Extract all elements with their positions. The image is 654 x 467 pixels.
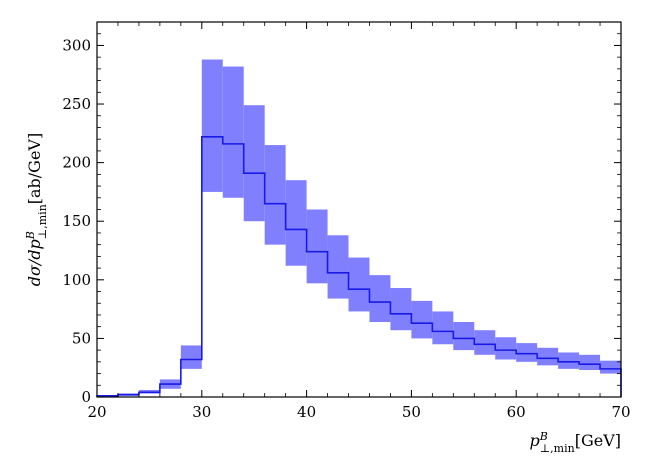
y-tick-label: 50 <box>72 329 91 347</box>
y-tick-label: 0 <box>81 388 91 406</box>
band-bin-6 <box>222 66 244 198</box>
band-bin-15 <box>411 300 433 339</box>
band-bin-17 <box>453 322 475 351</box>
y-tick-label: 300 <box>62 36 91 54</box>
band-bin-22 <box>558 352 580 369</box>
band-bin-19 <box>495 337 517 360</box>
axis-ticks: 20 30 40 50 60 70 0 50 100 150 200 250 300 <box>62 21 631 421</box>
band-bin-9 <box>285 180 307 266</box>
y-tick-label: 200 <box>62 154 91 172</box>
band-bin-4 <box>180 345 202 369</box>
band-bin-21 <box>537 347 559 366</box>
x-axis-label: pB ⊥,min[GeV] <box>529 430 621 455</box>
band-bin-20 <box>516 343 538 362</box>
x-tick-label: 20 <box>87 403 106 421</box>
x-tick-label: 40 <box>297 403 316 421</box>
band-bin-16 <box>432 311 454 345</box>
x-tick-label: 50 <box>402 403 421 421</box>
band-bin-14 <box>390 288 412 331</box>
y-tick-label: 250 <box>62 95 91 113</box>
x-tick-label: 60 <box>507 403 526 421</box>
band-bin-11 <box>327 235 349 299</box>
central-histogram <box>96 136 622 397</box>
band-bin-12 <box>348 257 370 312</box>
y-tick-label: 150 <box>62 212 91 230</box>
central-line <box>96 136 622 397</box>
uncertainty-band <box>97 59 621 397</box>
x-tick-label: 70 <box>611 403 630 421</box>
band-bin-18 <box>474 330 496 355</box>
band-bin-23 <box>579 354 601 371</box>
band-bin-7 <box>243 105 265 222</box>
band-bin-5 <box>201 59 223 192</box>
band-bin-24 <box>600 360 621 374</box>
x-tick-label: 30 <box>192 403 211 421</box>
band-bin-8 <box>264 145 286 245</box>
band-bin-13 <box>369 275 391 322</box>
y-tick-label: 100 <box>62 271 91 289</box>
band-bin-10 <box>306 209 328 284</box>
plot-frame <box>96 21 622 398</box>
y-axis-label: dσ/dpB⊥,min[ab/GeV] <box>24 133 49 286</box>
